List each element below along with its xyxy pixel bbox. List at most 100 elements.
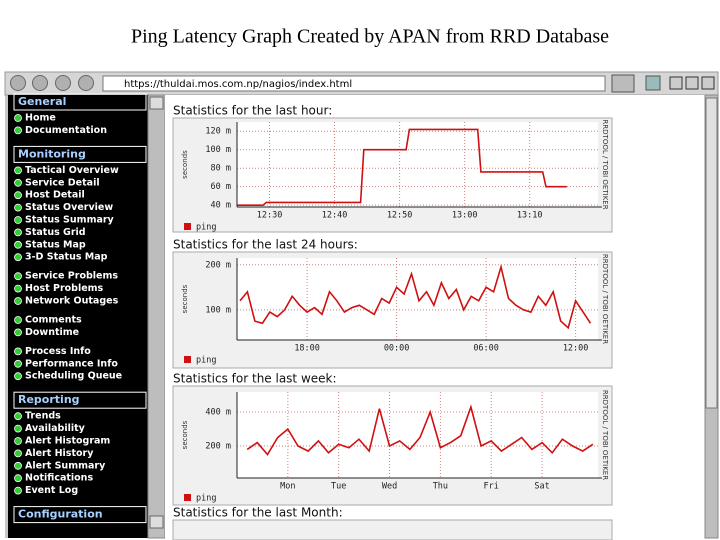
- menu-item[interactable]: Downtime: [25, 327, 79, 338]
- menu-item[interactable]: Status Map: [25, 239, 86, 250]
- scroll-up[interactable]: [149, 96, 164, 110]
- toolbar-icon[interactable]: [645, 75, 661, 91]
- section-heading: Statistics for the last 24 hours:: [173, 238, 358, 252]
- watermark: RRDTOOL / TOBI OETIKER: [601, 119, 609, 209]
- x-tick-label: 12:00: [563, 344, 589, 354]
- back-button[interactable]: [10, 75, 26, 91]
- menu-item[interactable]: Status Summary: [25, 215, 115, 226]
- menu-item[interactable]: 3-D Status Map: [25, 252, 108, 263]
- stop-button[interactable]: [78, 75, 94, 91]
- menu-item[interactable]: Process Info: [25, 346, 91, 357]
- menu-item[interactable]: Documentation: [25, 125, 107, 136]
- menu-bullet: [14, 297, 22, 305]
- menu-bullet: [14, 437, 22, 445]
- menu-bullet: [14, 347, 22, 356]
- plot-area: [237, 392, 598, 478]
- data-line: [246, 404, 594, 456]
- menu-item[interactable]: Service Detail: [25, 177, 100, 188]
- y-tick-label: 40 m: [211, 201, 231, 211]
- legend-label: ping: [196, 356, 216, 366]
- sidebar-scrollbar[interactable]: [147, 94, 166, 539]
- menu-bullet: [14, 178, 22, 187]
- menu-bullet: [14, 449, 22, 458]
- y-tick-label: 120 m: [205, 127, 231, 137]
- menu-item[interactable]: Performance Info: [25, 358, 118, 369]
- menu-header-box: [13, 145, 147, 163]
- y-tick-label: 100 m: [205, 305, 231, 315]
- watermark: RRDTOOL / TOBI OETIKER: [601, 390, 609, 480]
- menu-item[interactable]: Scheduling Queue: [25, 371, 122, 382]
- menu-header-box: [13, 391, 147, 409]
- menu-bullet: [14, 191, 22, 200]
- x-tick-label: 13:10: [517, 211, 543, 221]
- menu-bullet: [14, 412, 22, 421]
- x-tick-label: 13:00: [452, 211, 478, 221]
- x-tick-label: 12:50: [387, 211, 413, 221]
- menu-item[interactable]: Alert History: [25, 448, 94, 459]
- url-field[interactable]: [102, 75, 606, 92]
- maximize-button[interactable]: [685, 76, 699, 90]
- menu-item[interactable]: Network Outages: [25, 296, 119, 307]
- menu-bullet: [14, 284, 22, 293]
- menu-bullet: [14, 328, 22, 337]
- reload-button[interactable]: [55, 75, 71, 91]
- data-line: [239, 263, 592, 330]
- menu-item[interactable]: Alert Histogram: [25, 436, 110, 447]
- menu-item[interactable]: Availability: [25, 423, 86, 434]
- menu-bullet: [14, 372, 22, 381]
- y-tick-label: 60 m: [211, 182, 231, 192]
- menu-bullet: [14, 359, 22, 368]
- x-tick-label: 12:30: [257, 211, 283, 221]
- scroll-down[interactable]: [149, 515, 164, 529]
- menu-item[interactable]: Host Problems: [25, 283, 104, 294]
- slide-title: Ping Latency Graph Created by APAN from …: [131, 26, 609, 48]
- menu-bullet: [14, 486, 22, 495]
- close-button[interactable]: [701, 76, 715, 90]
- menu-bullet: [14, 114, 22, 122]
- section-heading: Statistics for the last hour:: [173, 104, 332, 118]
- menu-bullet: [14, 461, 22, 470]
- menu-bullet: [14, 228, 22, 237]
- url-text: https://thuldai.mos.com.np/nagios/index.…: [124, 79, 352, 90]
- legend-swatch: [184, 223, 191, 230]
- menu-item[interactable]: Comments: [25, 315, 82, 326]
- x-tick-label: Fri: [484, 482, 499, 492]
- y-tick-label: 100 m: [205, 145, 231, 155]
- charts: Statistics for the last hour: 40 m 60 m 80 …: [172, 104, 613, 506]
- y-tick-label: 400 m: [205, 408, 231, 418]
- menu-bullet: [14, 316, 22, 324]
- menu-header: General: [18, 95, 66, 108]
- y-tick-label: 200 m: [205, 260, 231, 270]
- menu-item[interactable]: Tactical Overview: [25, 165, 119, 176]
- menu-item[interactable]: Service Problems: [25, 271, 118, 282]
- menu-bullet: [14, 166, 22, 175]
- menu-bullet: [14, 272, 22, 281]
- forward-button[interactable]: [32, 75, 48, 91]
- x-tick-label: Wed: [382, 482, 397, 492]
- menu-bullet: [14, 240, 22, 249]
- menu-item[interactable]: Notifications: [25, 473, 93, 484]
- data-line: [237, 128, 567, 206]
- legend-swatch: [184, 356, 191, 363]
- y-axis-label: seconds: [181, 150, 189, 179]
- menu-item[interactable]: Status Grid: [25, 227, 86, 238]
- y-tick-label: 200 m: [205, 442, 231, 452]
- menu-item[interactable]: Home: [25, 113, 56, 124]
- minimize-button[interactable]: [669, 76, 683, 90]
- search-button[interactable]: [611, 74, 635, 93]
- menu-item[interactable]: Status Overview: [25, 202, 113, 213]
- menu-header-box: [13, 506, 147, 524]
- menu-bullet: [14, 474, 22, 483]
- legend-label: ping: [196, 223, 216, 233]
- scroll-thumb[interactable]: [705, 97, 718, 409]
- x-tick-label: Tue: [331, 482, 346, 492]
- menu-item[interactable]: Alert Summary: [25, 460, 106, 471]
- menu-item[interactable]: Trends: [25, 411, 61, 422]
- plot-area: [237, 122, 598, 207]
- x-tick-label: 06:00: [473, 344, 499, 354]
- menu-item[interactable]: Host Detail: [25, 190, 85, 201]
- menu-bullet: [14, 203, 22, 212]
- menu-item[interactable]: Event Log: [25, 485, 78, 496]
